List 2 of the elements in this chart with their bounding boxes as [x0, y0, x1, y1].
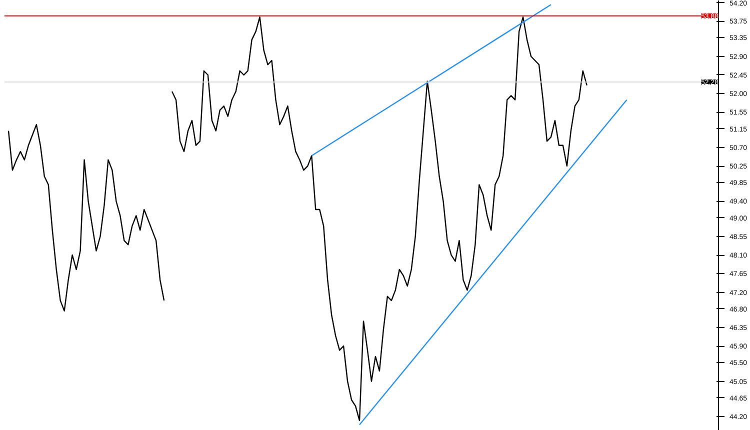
line-series [8, 124, 165, 312]
line-series [171, 16, 588, 422]
